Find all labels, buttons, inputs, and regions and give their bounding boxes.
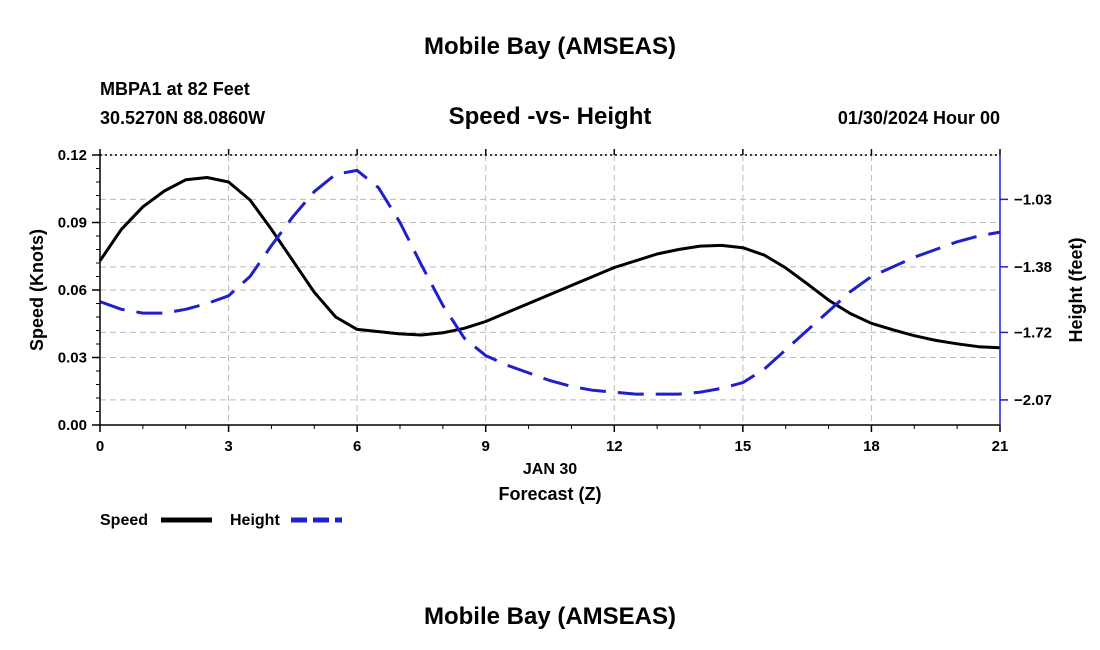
footer-title: Mobile Bay (AMSEAS) — [424, 603, 676, 630]
y-left-tick-label: 0.06 — [58, 282, 87, 299]
x-tick-label: 3 — [224, 438, 232, 455]
x-tick-label: 15 — [735, 438, 752, 455]
series-lines — [98, 168, 1001, 396]
legend: Speed Height — [100, 512, 342, 529]
left-axis-title: Speed (Knots) — [27, 229, 47, 351]
x-tick-label: 18 — [863, 438, 880, 455]
coordinates-label: 30.5270N 88.0860W — [100, 108, 265, 128]
x-tick-label: 9 — [482, 438, 490, 455]
legend-height-label: Height — [230, 512, 280, 529]
x-axis-date-label: JAN 30 — [523, 461, 577, 478]
legend-speed-label: Speed — [100, 512, 148, 529]
axes — [92, 149, 1008, 432]
station-label: MBPA1 at 82 Feet — [100, 79, 250, 99]
forecast-datetime: 01/30/2024 Hour 00 — [838, 108, 1000, 128]
speed-series-line — [98, 176, 1001, 350]
x-tick-label: 21 — [992, 438, 1009, 455]
x-tick-label: 6 — [353, 438, 361, 455]
chart-subtitle: Speed -vs- Height — [449, 103, 652, 130]
height-series-line — [99, 168, 1001, 396]
y-right-tick-label: −1.03 — [1014, 191, 1052, 208]
y-right-tick-label: −2.07 — [1014, 392, 1052, 409]
y-left-tick-label: 0.12 — [58, 147, 87, 164]
x-tick-label: 0 — [96, 438, 104, 455]
right-axis-title: Height (feet) — [1066, 238, 1086, 343]
x-tick-label: 12 — [606, 438, 623, 455]
page-title: Mobile Bay (AMSEAS) — [424, 33, 676, 60]
grid — [100, 154, 1000, 425]
y-right-tick-label: −1.72 — [1014, 324, 1052, 341]
y-left-tick-label: 0.09 — [58, 215, 87, 232]
y-right-tick-label: −1.38 — [1014, 259, 1052, 276]
y-left-tick-label: 0.00 — [58, 417, 87, 434]
x-axis-title: Forecast (Z) — [498, 484, 601, 504]
y-left-tick-label: 0.03 — [58, 350, 87, 367]
tick-labels: 0 3 6 9 12 15 18 21 0.00 0.03 0.06 0.09 0.12 −2.07 −1.… — [58, 147, 1052, 455]
